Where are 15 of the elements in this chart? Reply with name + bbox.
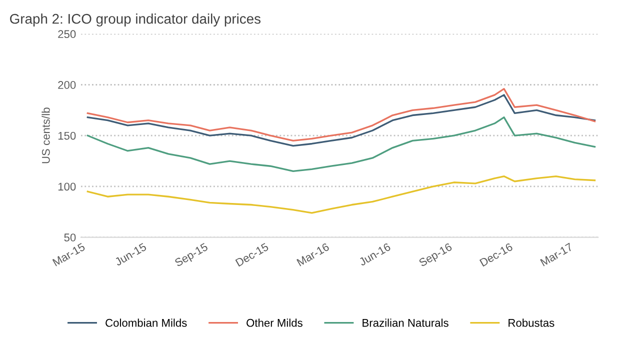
legend-label: Brazilian Naturals: [362, 318, 448, 327]
legend-label: Colombian Milds: [106, 318, 187, 327]
line-series: [86, 116, 596, 172]
y-tick-label: 200: [58, 81, 76, 89]
y-tick-label: 150: [58, 132, 76, 140]
legend-label: Other Milds: [246, 318, 302, 327]
chart-title: Graph 2: ICO group indicator daily prices: [10, 14, 261, 27]
legend-label: Robustas: [508, 318, 554, 327]
line-series: [86, 94, 596, 147]
line-series: [86, 88, 596, 142]
y-axis-title: US cents/lb: [42, 108, 50, 164]
y-tick-label: 50: [64, 234, 76, 242]
y-tick-label: 100: [58, 182, 76, 191]
line-series: [86, 175, 596, 214]
y-tick-label: 250: [58, 30, 76, 38]
